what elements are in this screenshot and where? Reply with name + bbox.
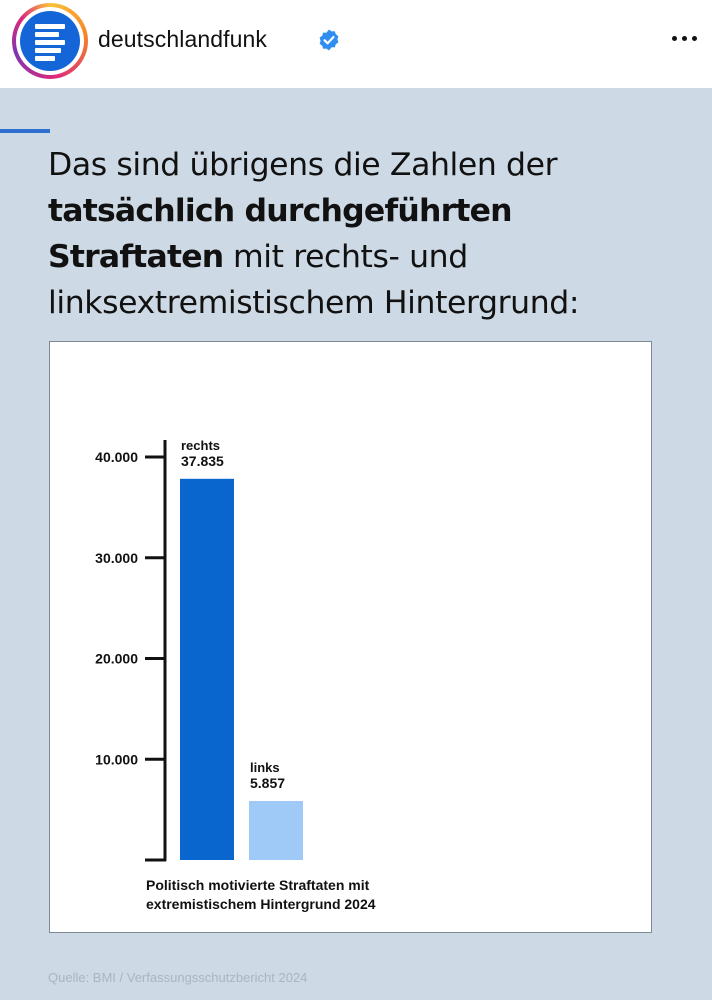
post-header: deutschlandfunk (0, 0, 712, 88)
source-note: Quelle: BMI / Verfassungsschutzbericht 2… (48, 970, 307, 985)
username-link[interactable]: deutschlandfunk (98, 26, 267, 53)
y-tick-label: 40.000 (95, 449, 138, 465)
bar-category-label: links (250, 760, 280, 775)
bar-links (249, 801, 303, 860)
headline-part-1: Das sind übrigens die Zahlen der (48, 147, 557, 183)
y-tick-label: 20.000 (95, 651, 138, 667)
bar-rechts (180, 479, 234, 860)
y-tick-label: 30.000 (95, 550, 138, 566)
chart-card: 10.000 20.000 30.000 40.000 rechts 37.835 link… (49, 341, 652, 933)
headline: Das sind übrigens die Zahlen der tatsäch… (48, 142, 688, 326)
bar-value-label: 5.857 (250, 775, 285, 791)
deutschlandfunk-logo-icon[interactable] (20, 11, 80, 71)
verified-badge-icon (317, 28, 341, 52)
chart-caption-line-2: extremistischem Hintergrund 2024 (146, 896, 376, 912)
y-tick-label: 10.000 (95, 751, 138, 767)
accent-rule (0, 129, 50, 133)
post-image[interactable]: Das sind übrigens die Zahlen der tatsäch… (0, 88, 712, 1000)
chart-caption-line-1: Politisch motivierte Straftaten mit (146, 877, 370, 893)
bar-category-label: rechts (181, 438, 220, 453)
avatar-gap (16, 7, 84, 75)
more-dots-icon[interactable] (664, 24, 704, 54)
story-ring[interactable] (12, 3, 88, 79)
bar-value-label: 37.835 (181, 453, 224, 469)
